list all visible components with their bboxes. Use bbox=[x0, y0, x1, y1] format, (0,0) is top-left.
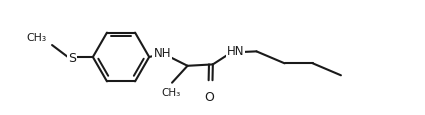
Text: O: O bbox=[205, 90, 215, 103]
Text: HN: HN bbox=[227, 45, 244, 58]
Text: S: S bbox=[68, 51, 76, 64]
Text: CH₃: CH₃ bbox=[26, 32, 46, 42]
Text: NH: NH bbox=[153, 47, 171, 60]
Text: CH₃: CH₃ bbox=[161, 87, 180, 97]
